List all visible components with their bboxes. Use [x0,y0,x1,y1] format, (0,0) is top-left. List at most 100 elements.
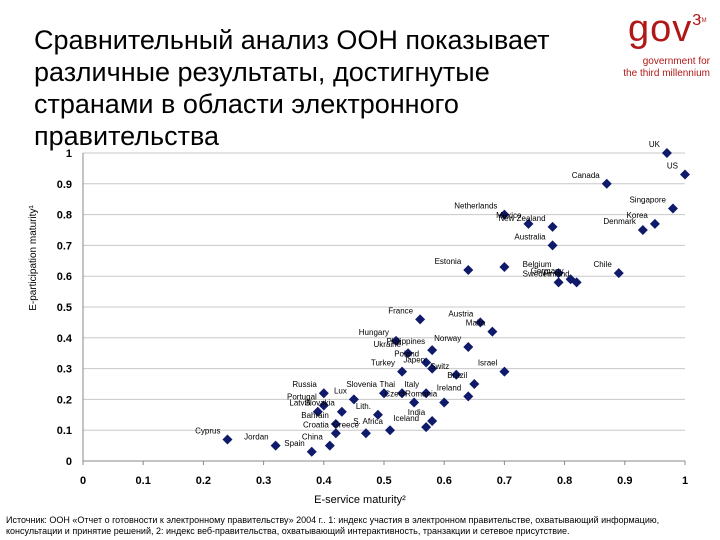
point-label: Mexico [496,211,522,220]
point-label: Czech [384,389,407,398]
data-point [667,203,678,214]
x-tick-label: 0.9 [617,475,632,487]
logo-brand-text: gov [628,8,693,50]
point-label: France [388,306,413,315]
data-point [306,446,317,457]
point-label: Ukraine [374,340,402,349]
point-label: Belgium [523,260,552,269]
point-label: US [667,162,678,171]
point-label: Romania [405,389,438,398]
data-point [463,342,474,353]
data-point [379,388,389,399]
data-point [409,397,420,408]
point-label: Israel [478,359,498,368]
point-label: Sweden [523,269,552,278]
data-point [312,406,323,417]
point-label: Russia [292,380,317,389]
point-label: New Zealand [498,214,545,223]
x-tick-label: 0.2 [196,475,211,487]
data-point [324,440,335,451]
point-label: Portugal [287,393,317,402]
data-point [469,379,480,389]
data-point [360,428,371,439]
x-tick-label: 0.5 [376,475,391,487]
data-point [463,265,474,276]
point-label: Bahrain [301,411,329,420]
data-point [487,326,498,337]
data-point [397,388,408,399]
point-label: Philippines [386,337,425,346]
data-point [397,366,408,377]
logo-tagline-2: the third millennium [623,68,710,79]
y-axis-label: E-participation maturity¹ [28,205,39,311]
point-label: Slovenia [346,380,377,389]
point-label: Canada [572,171,601,180]
data-point [415,314,426,325]
point-label: Ireland [437,383,461,392]
x-tick-label: 0 [80,475,86,487]
point-label: Estonia [435,257,462,266]
data-point [318,400,329,411]
data-point [499,261,510,272]
data-point [385,425,396,436]
chart-axes [82,153,686,465]
point-label: Jordan [244,433,268,442]
y-tick-label: 0.6 [57,271,72,283]
point-label: Brazil [447,371,467,380]
gov3-logo: gov3 TM government for the third millenn… [596,8,716,82]
data-point [547,221,558,232]
logo-superscript: 3 [692,12,703,29]
x-tick-labels: 0 0.1 0.2 0.3 0.4 0.5 0.6 0.7 0.8 0.9 1 [80,475,688,487]
point-label: Japen [403,356,425,365]
x-tick-label: 0.1 [136,475,151,487]
point-label: China [302,433,323,442]
point-label: Latvia [289,399,311,408]
point-label: Poland [394,349,419,358]
point-label: Turkey [371,359,395,368]
point-label: Switz [430,362,449,371]
data-point [601,178,612,189]
point-label: Australia [514,232,546,241]
y-tick-label: 0.8 [57,210,72,222]
data-point [499,366,510,377]
point-label: Hungary [359,328,389,337]
point-label: Spain [284,439,304,448]
source-footnote: Источник: ООН «Отчет о готовности к элек… [6,515,660,536]
data-point [661,148,672,158]
data-point [348,394,359,405]
y-tick-label: 0.3 [57,364,72,376]
x-tick-label: 0.8 [557,475,572,487]
logo-tagline-1: government for [642,56,710,67]
point-label: Greece [333,420,360,429]
point-label: UK [649,140,661,149]
point-label: S. Africa [353,417,383,426]
point-label: Denmark [603,217,636,226]
data-point [222,434,233,445]
data-point [637,225,648,235]
page-title: Сравнительный анализ ООН показывает разл… [34,25,550,151]
point-label: Chile [594,260,613,269]
data-point [475,317,486,328]
data-point [523,218,534,229]
data-point [463,391,474,402]
y-tick-label: 0.5 [57,302,72,314]
x-tick-label: 0.6 [437,475,452,487]
data-point [403,348,414,359]
point-label: Norway [434,334,461,343]
y-tick-label: 0.9 [57,179,72,191]
y-tick-label: 1 [66,148,72,160]
chart-grid [83,152,685,431]
data-point [649,218,660,229]
point-label: Korea [627,211,649,220]
point-label: Germany [531,266,564,275]
data-point [372,409,383,420]
point-label: Malta [466,319,486,328]
point-label: Croatia [303,420,329,429]
data-point [427,363,438,374]
x-tick-label: 0.7 [497,475,512,487]
point-label: Slovakia [305,399,336,408]
x-tick-label: 0.4 [316,475,332,487]
x-tick-label: 1 [682,475,688,487]
